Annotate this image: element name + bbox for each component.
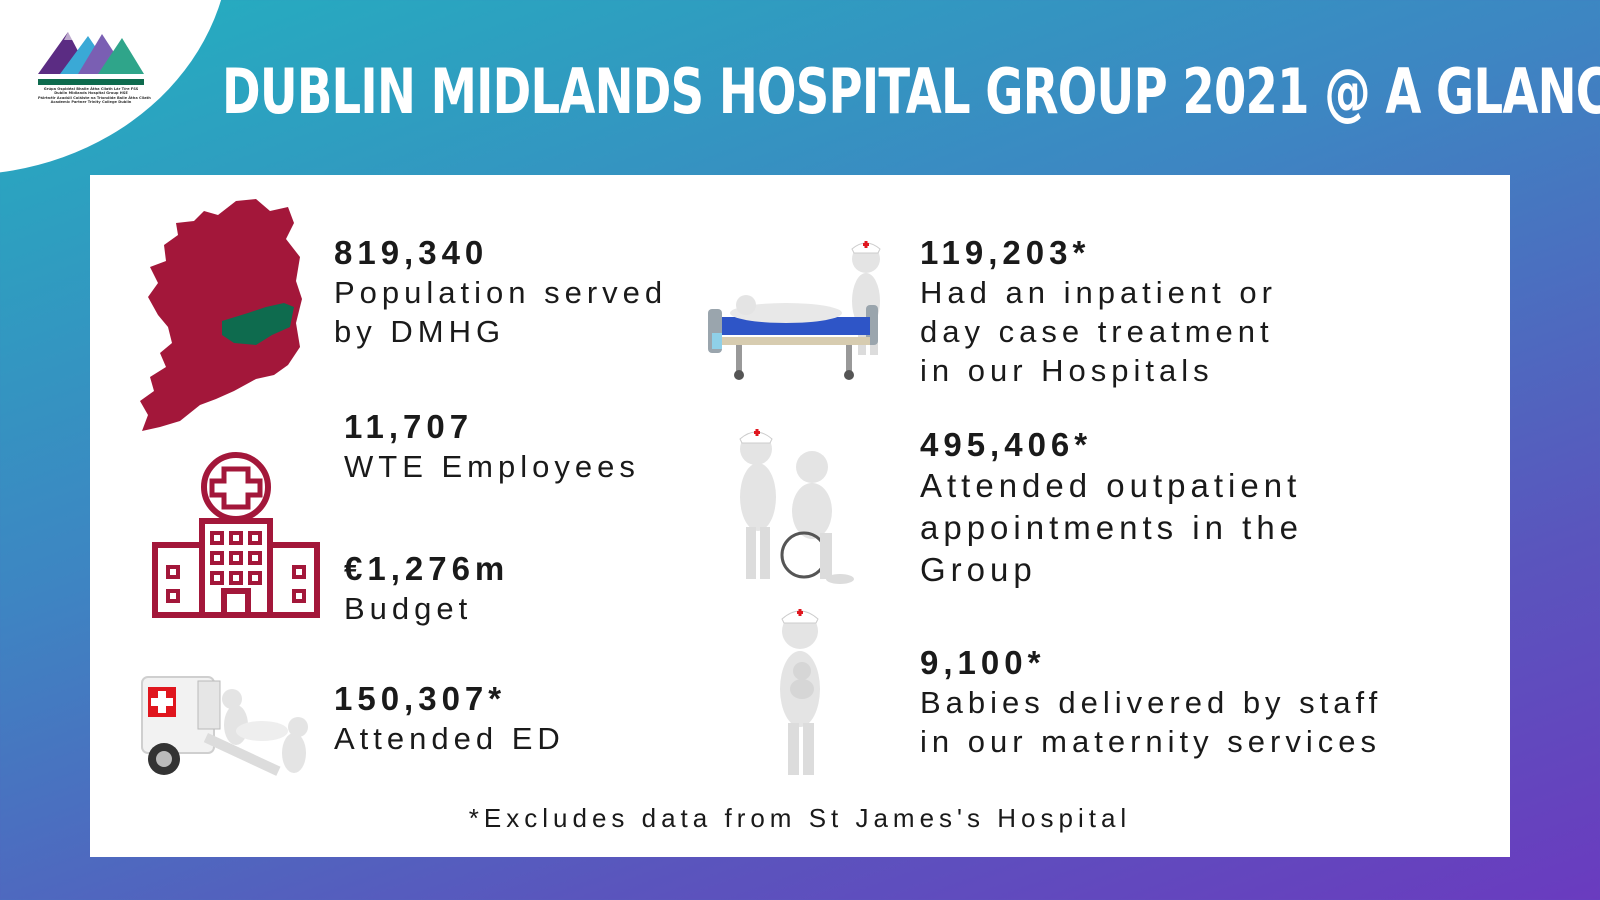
stat-employees: 11,707 WTE Employees: [344, 407, 640, 486]
stat-population-number: 819,340: [334, 234, 489, 271]
stats-panel: 819,340 Population served by DMHG 11,707…: [90, 175, 1510, 857]
stat-outpatient: 495,406* Attended outpatient appointment…: [920, 425, 1303, 591]
nurse-baby-icon: [780, 609, 820, 775]
stat-ed: 150,307* Attended ED: [334, 679, 565, 758]
logo-line-1: Grúpa Ospidéal Bhaile Átha Cliath Lár Tí…: [43, 87, 139, 91]
stat-population: 819,340 Population served by DMHG: [334, 233, 667, 351]
stat-budget-label: Budget: [344, 591, 473, 626]
stat-inpatient: 119,203* Had an inpatient or day case tr…: [920, 233, 1277, 390]
stat-population-label: Population served by DMHG: [334, 275, 668, 349]
stat-budget-number: €1,276m: [344, 550, 510, 587]
logo-line-3: Páirtnéir Acadúil Coláiste na Tríonóide …: [38, 95, 151, 100]
stat-babies: 9,100* Babies delivered by staff in our …: [920, 643, 1382, 761]
footnote: *Excludes data from St James's Hospital: [468, 803, 1132, 833]
stat-babies-number: 9,100*: [920, 644, 1046, 681]
stat-ed-label: Attended ED: [334, 721, 565, 756]
stat-inpatient-label: Had an inpatient or day case treatment i…: [920, 275, 1277, 388]
stat-employees-label: WTE Employees: [344, 449, 640, 484]
ambulance-icon: [141, 676, 308, 776]
stat-ed-number: 150,307*: [334, 680, 507, 717]
group-logo: Grúpa Ospidéal Bhaile Átha Cliath Lár Tí…: [38, 30, 151, 105]
hospital-building-icon: [152, 452, 320, 618]
logo-mountains-icon: [38, 32, 144, 74]
hospital-bed-icon: [708, 241, 881, 380]
page-title: DUBLIN MIDLANDS HOSPITAL GROUP 2021 @ A …: [222, 55, 1600, 128]
wheelchair-icon: [739, 429, 854, 584]
stat-outpatient-number: 495,406*: [920, 426, 1093, 463]
logo-line-2: Dublin Midlands Hospital Group HSE: [54, 91, 128, 96]
stat-babies-label: Babies delivered by staff in our materni…: [920, 685, 1383, 759]
stat-employees-number: 11,707: [344, 408, 474, 445]
ireland-map-icon: [140, 199, 302, 431]
stat-inpatient-number: 119,203*: [920, 234, 1091, 271]
stat-outpatient-label: Attended outpatient appointments in the …: [920, 467, 1304, 588]
stat-budget: €1,276m Budget: [344, 549, 509, 628]
logo-line-4: Academic Partner Trinity College Dublin: [50, 100, 132, 105]
